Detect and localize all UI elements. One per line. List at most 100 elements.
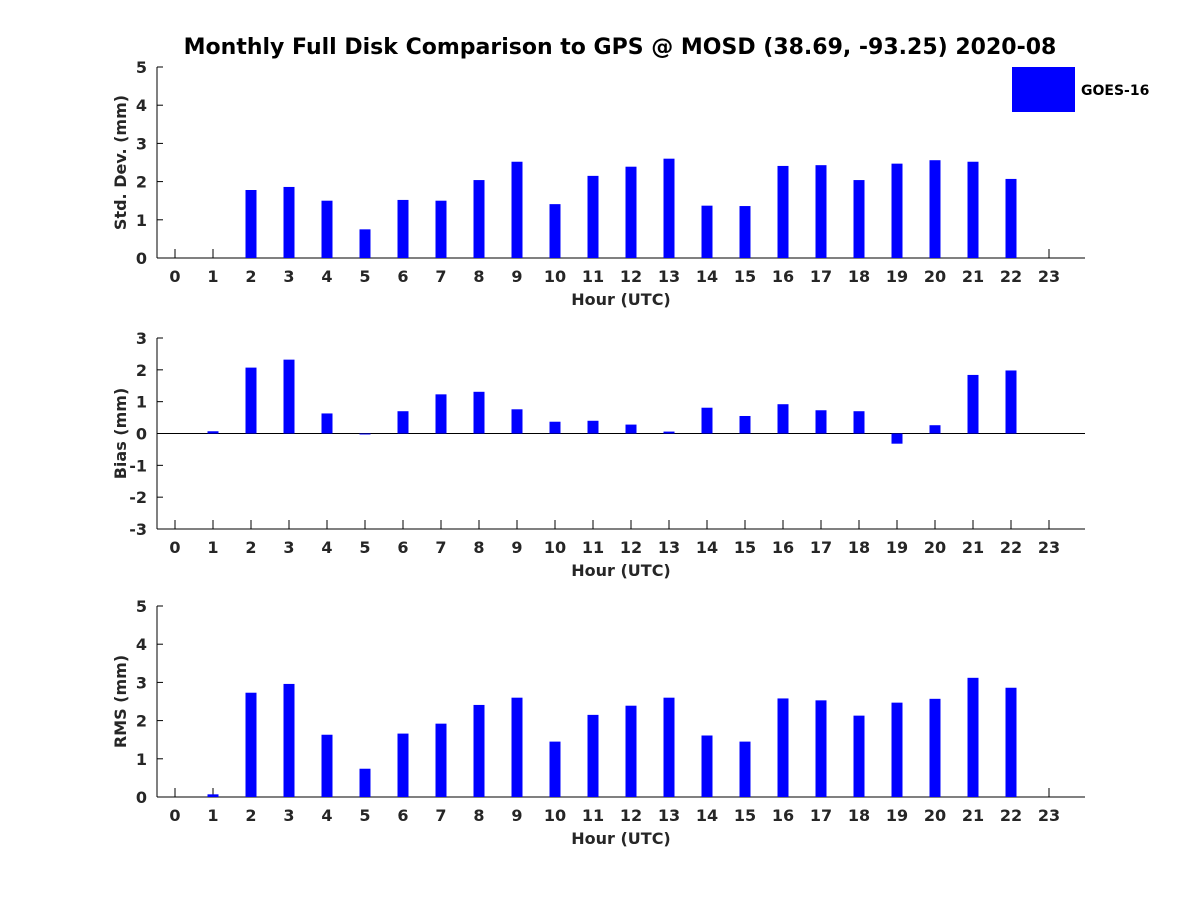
bar-hour-11: [587, 175, 599, 258]
x-tick-label: 4: [321, 806, 332, 825]
chart-title: Monthly Full Disk Comparison to GPS @ MO…: [184, 35, 1057, 60]
bar-hour-7: [435, 723, 447, 797]
x-tick-label: 14: [696, 538, 718, 557]
bar-hour-3: [283, 683, 295, 797]
x-tick-label: 6: [397, 806, 408, 825]
x-tick-label: 15: [734, 806, 756, 825]
y-tick-label: 0: [136, 788, 147, 807]
x-tick-label: 0: [169, 267, 180, 286]
y-tick-label: 2: [136, 361, 147, 380]
bar-hour-10: [549, 421, 561, 434]
x-tick-label: 22: [1000, 806, 1022, 825]
x-tick-label: 11: [582, 538, 604, 557]
x-tick-label: 16: [772, 538, 794, 557]
x-tick-label: 17: [810, 267, 832, 286]
x-tick-label: 9: [511, 806, 522, 825]
x-axis-label: Hour (UTC): [571, 829, 671, 848]
y-tick-label: 5: [136, 597, 147, 616]
bar-hour-14: [701, 735, 713, 797]
bar-hour-19: [891, 702, 903, 797]
x-tick-label: 23: [1038, 806, 1060, 825]
bar-hour-21: [967, 677, 979, 797]
x-tick-label: 1: [207, 806, 218, 825]
x-tick-label: 18: [848, 538, 870, 557]
x-tick-label: 12: [620, 538, 642, 557]
y-tick-label: 3: [136, 673, 147, 692]
bar-hour-13: [663, 431, 675, 434]
x-tick-label: 2: [245, 538, 256, 557]
bar-hour-10: [549, 204, 561, 258]
x-tick-label: 3: [283, 267, 294, 286]
x-tick-label: 20: [924, 267, 946, 286]
bar-hour-1: [207, 794, 219, 797]
x-tick-label: 7: [435, 806, 446, 825]
x-tick-label: 1: [207, 538, 218, 557]
x-tick-label: 9: [511, 538, 522, 557]
legend-label: GOES-16: [1081, 83, 1149, 99]
bar-hour-22: [1005, 687, 1017, 797]
x-tick-label: 20: [924, 538, 946, 557]
x-tick-label: 15: [734, 267, 756, 286]
bar-hour-3: [283, 186, 295, 258]
bar-hour-19: [891, 163, 903, 258]
x-tick-label: 23: [1038, 538, 1060, 557]
x-tick-label: 16: [772, 267, 794, 286]
x-tick-label: 0: [169, 806, 180, 825]
x-tick-label: 20: [924, 806, 946, 825]
x-tick-label: 13: [658, 267, 680, 286]
bar-hour-16: [777, 698, 789, 797]
x-axis-label: Hour (UTC): [571, 561, 671, 580]
x-tick-label: 19: [886, 806, 908, 825]
bar-hour-17: [815, 700, 827, 797]
x-tick-label: 22: [1000, 267, 1022, 286]
x-tick-label: 15: [734, 538, 756, 557]
bar-hour-1: [207, 431, 219, 434]
x-tick-label: 3: [283, 538, 294, 557]
bar-hour-19: [891, 433, 903, 444]
x-tick-label: 18: [848, 267, 870, 286]
y-axis-label: Bias (mm): [111, 388, 130, 480]
bar-hour-22: [1005, 178, 1017, 258]
x-tick-label: 5: [359, 267, 370, 286]
bar-hour-5: [359, 768, 371, 797]
bar-hour-6: [397, 733, 409, 797]
bar-hour-6: [397, 411, 409, 434]
bar-hour-16: [777, 165, 789, 258]
bar-hour-2: [245, 367, 257, 434]
x-tick-label: 17: [810, 806, 832, 825]
x-tick-label: 0: [169, 538, 180, 557]
bar-hour-21: [967, 161, 979, 258]
x-tick-label: 14: [696, 806, 718, 825]
bar-hour-11: [587, 420, 599, 434]
y-tick-label: 1: [136, 393, 147, 412]
bar-hour-4: [321, 200, 333, 258]
bar-hour-22: [1005, 370, 1017, 434]
x-tick-label: 13: [658, 538, 680, 557]
x-tick-label: 4: [321, 267, 332, 286]
bar-hour-8: [473, 391, 485, 434]
y-tick-label: 3: [136, 329, 147, 348]
bar-hour-9: [511, 409, 523, 434]
y-tick-label: -3: [129, 520, 147, 539]
bar-hour-11: [587, 714, 599, 797]
y-tick-label: 4: [136, 96, 147, 115]
x-tick-label: 16: [772, 806, 794, 825]
x-tick-label: 2: [245, 267, 256, 286]
bar-hour-14: [701, 205, 713, 258]
bar-hour-7: [435, 394, 447, 434]
x-tick-label: 8: [473, 538, 484, 557]
bar-hour-15: [739, 415, 751, 434]
x-tick-label: 19: [886, 538, 908, 557]
bar-hour-5: [359, 433, 371, 435]
bar-hour-12: [625, 424, 637, 434]
y-tick-label: 0: [136, 425, 147, 444]
bar-hour-12: [625, 705, 637, 797]
bar-hour-3: [283, 359, 295, 434]
y-axis-label: Std. Dev. (mm): [111, 95, 130, 230]
y-tick-label: 3: [136, 134, 147, 153]
bar-hour-17: [815, 165, 827, 258]
